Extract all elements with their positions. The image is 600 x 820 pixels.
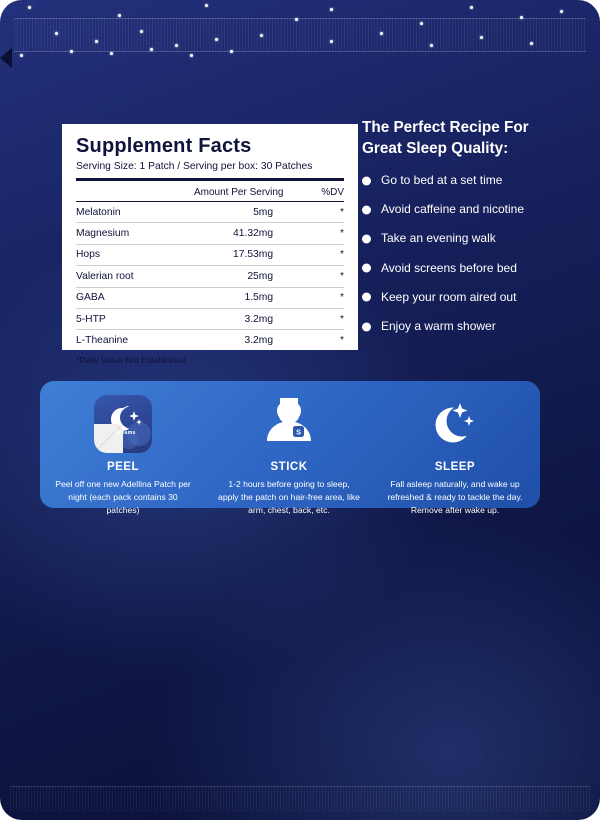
svg-text:S: S bbox=[296, 428, 301, 437]
